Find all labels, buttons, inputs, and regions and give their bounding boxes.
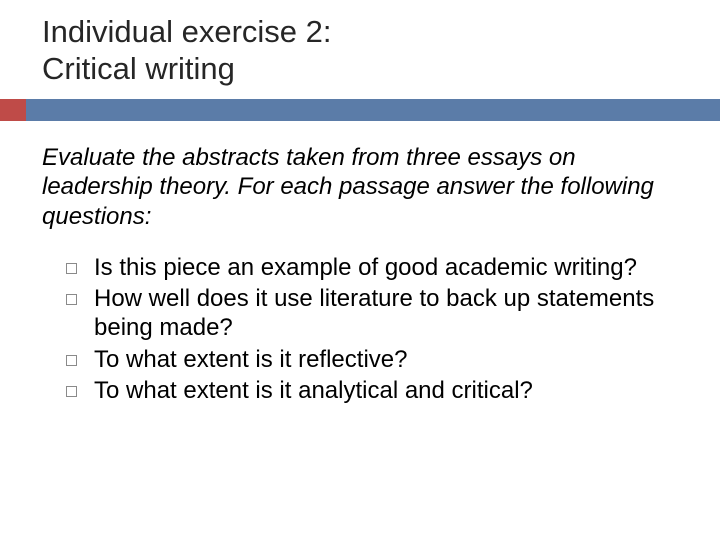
list-item: Is this piece an example of good academi…: [66, 253, 678, 282]
question-text: Is this piece an example of good academi…: [94, 254, 637, 281]
list-item: How well does it use literature to back …: [66, 284, 678, 343]
title-line-2: Critical writing: [42, 51, 678, 88]
title-block: Individual exercise 2: Critical writing: [0, 14, 720, 95]
accent-blue-segment: [26, 99, 720, 121]
content-area: Evaluate the abstracts taken from three …: [0, 121, 720, 405]
question-text: How well does it use literature to back …: [94, 285, 654, 341]
question-text: To what extent is it reflective?: [94, 346, 407, 373]
title-line-1: Individual exercise 2:: [42, 14, 678, 51]
slide: Individual exercise 2: Critical writing …: [0, 0, 720, 540]
question-list: Is this piece an example of good academi…: [42, 253, 678, 405]
intro-paragraph: Evaluate the abstracts taken from three …: [42, 143, 678, 231]
accent-bar: [0, 99, 720, 121]
list-item: To what extent is it reflective?: [66, 345, 678, 374]
question-text: To what extent is it analytical and crit…: [94, 377, 533, 404]
list-item: To what extent is it analytical and crit…: [66, 376, 678, 405]
accent-red-segment: [0, 99, 26, 121]
